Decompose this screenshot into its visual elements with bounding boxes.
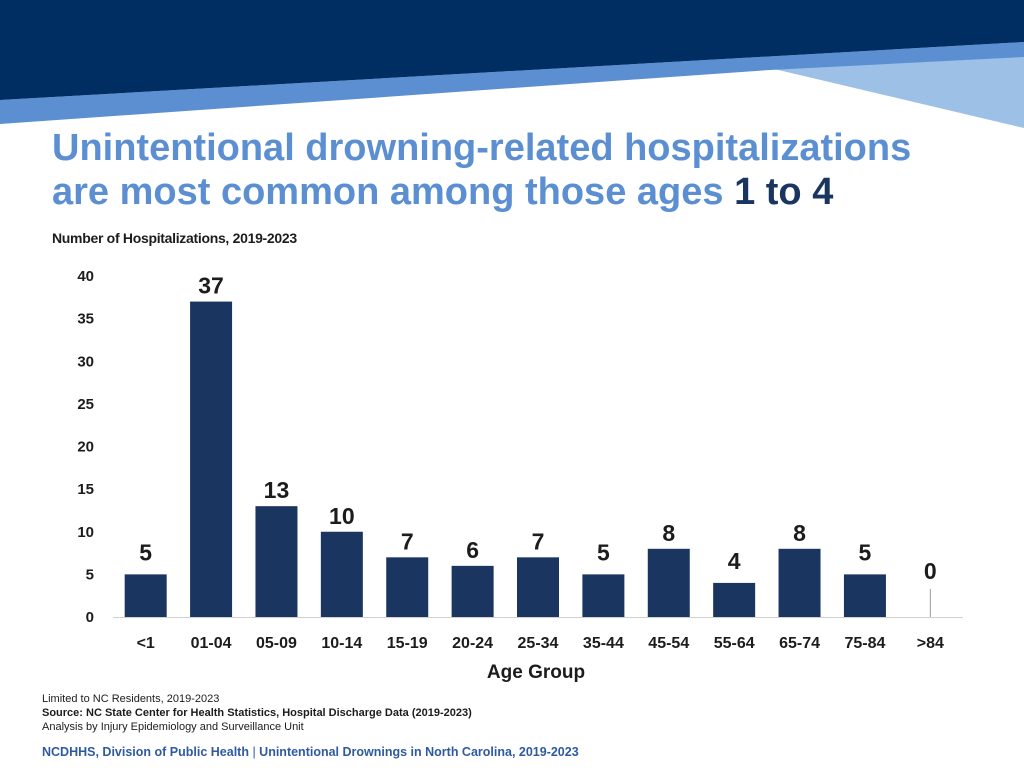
x-tick-label: 55-64	[714, 635, 755, 652]
bar	[320, 531, 363, 617]
x-tick-label: 45-54	[648, 635, 689, 652]
bar	[190, 301, 233, 617]
y-tick-label: 15	[77, 481, 94, 498]
banner-dark-band	[0, 0, 1024, 100]
data-label: 8	[662, 520, 675, 546]
bar	[778, 548, 821, 617]
x-tick-label: >84	[917, 635, 944, 652]
x-tick-label: 65-74	[779, 635, 820, 652]
data-label: 7	[401, 528, 414, 554]
bar	[517, 557, 559, 617]
bar	[386, 557, 429, 617]
y-tick-label: 5	[86, 566, 94, 583]
bar	[451, 565, 494, 617]
footer-org: NCDHHS, Division of Public Health	[42, 745, 249, 759]
x-tick-label: 75-84	[844, 635, 885, 652]
chart-title: Number of Hospitalizations, 2019-2023	[52, 230, 297, 246]
footnote-source: Source: NC State Center for Health Stati…	[42, 707, 472, 719]
footer: NCDHHS, Division of Public Health | Unin…	[42, 745, 579, 759]
x-axis: <1 01-04 05-09 10-14 15-19 20-24 25-34 35-44 45-…	[137, 635, 944, 652]
title-line-2-prefix: are most common among those ages	[52, 171, 735, 213]
y-tick-label: 35	[77, 311, 94, 328]
footnote-residents: Limited to NC Residents, 2019-2023	[42, 693, 220, 705]
x-tick-label: 25-34	[518, 635, 559, 652]
y-tick-label: 10	[77, 524, 94, 541]
title-age-to: 4	[812, 171, 834, 213]
footer-separator: |	[248, 745, 260, 759]
bar	[713, 582, 756, 617]
y-tick-label: 20	[77, 439, 94, 456]
y-tick-label: 30	[77, 353, 94, 370]
y-tick-label: 0	[86, 609, 94, 626]
x-tick-label: <1	[137, 635, 155, 652]
footnotes: Limited to NC Residents, 2019-2023 Sourc…	[42, 692, 472, 734]
x-tick-label: 01-04	[191, 635, 232, 652]
data-label: 5	[139, 539, 152, 565]
data-label: 7	[532, 528, 545, 554]
banner-light-stripe	[770, 55, 1024, 128]
x-tick-label: 20-24	[452, 635, 493, 652]
data-label: 8	[793, 520, 806, 546]
x-tick-label: 35-44	[583, 635, 624, 652]
y-tick-label: 25	[77, 396, 94, 413]
data-label: 5	[859, 539, 872, 565]
bar-series	[124, 301, 931, 617]
bar	[255, 506, 298, 617]
bar	[647, 548, 690, 617]
x-tick-label: 05-09	[256, 635, 297, 652]
x-tick-label: 15-19	[387, 635, 428, 652]
slide-title: Unintentional drowning-related hospitali…	[52, 126, 1012, 214]
title-line-1: Unintentional drowning-related hospitali…	[52, 127, 912, 169]
title-age-to-word: to	[755, 171, 813, 213]
data-label: 0	[924, 558, 937, 584]
data-label: 37	[198, 273, 224, 299]
bar	[582, 574, 625, 617]
bar	[843, 574, 886, 617]
y-tick-label: 40	[77, 268, 94, 285]
data-label: 4	[728, 548, 741, 574]
data-label: 10	[329, 503, 355, 529]
x-tick-label: 10-14	[321, 635, 362, 652]
header-banner	[0, 0, 1024, 128]
data-label: 13	[264, 477, 290, 503]
data-label: 6	[466, 537, 479, 563]
data-label: 5	[597, 539, 610, 565]
footer-report: Unintentional Drownings in North Carolin…	[259, 745, 579, 759]
bar	[124, 574, 167, 617]
banner-mid-stripe	[0, 42, 1024, 124]
title-age-from: 1	[734, 171, 756, 213]
y-axis: 0 5 10 15 20 25 30 35 40	[77, 268, 94, 626]
footnote-analysis: Analysis by Injury Epidemiology and Surv…	[42, 721, 304, 733]
data-labels: 5 37 13 10 7 6 7 5 8 4 8 5 0	[139, 273, 936, 584]
x-axis-title: Age Group	[487, 662, 585, 683]
